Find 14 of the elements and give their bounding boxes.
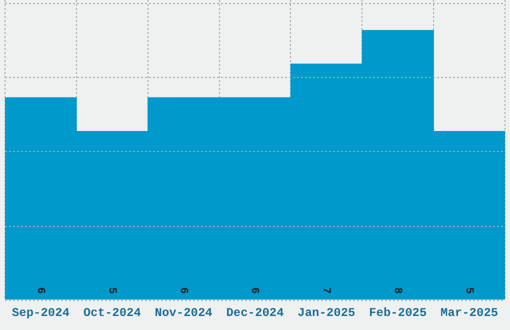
x-tick-label: Nov-2024 — [154, 306, 212, 320]
data-label: 6 — [176, 287, 189, 294]
data-label: 5 — [462, 287, 475, 294]
data-label: 6 — [248, 287, 260, 294]
data-label: 6 — [34, 287, 46, 294]
x-tick-label: Mar-2025 — [440, 306, 498, 320]
data-label: 8 — [391, 287, 404, 294]
data-label: 5 — [105, 287, 118, 294]
x-tick-label: Sep-2024 — [12, 306, 70, 320]
data-label: 7 — [320, 287, 332, 294]
x-tick-label: Dec-2024 — [226, 306, 284, 320]
x-tick-label: Jan-2025 — [298, 306, 356, 320]
x-tick-label: Feb-2025 — [369, 306, 427, 320]
x-tick-label: Oct-2024 — [83, 306, 141, 320]
